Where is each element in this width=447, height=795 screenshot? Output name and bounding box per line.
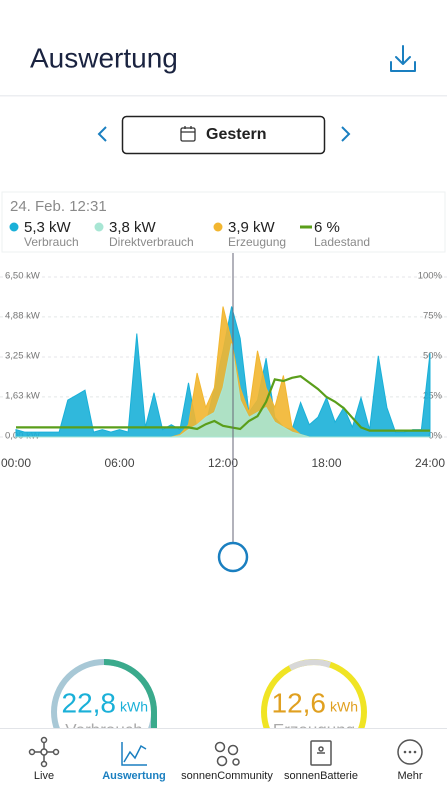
date-box[interactable] xyxy=(121,115,326,155)
tooltip-value: 3,9 kW xyxy=(228,219,276,236)
tooltip-series-name: Direktverbrauch xyxy=(109,235,194,249)
y-tick-label: 3,25 kW xyxy=(5,351,40,362)
icon-live xyxy=(28,736,60,768)
tab-bar-divider xyxy=(0,728,447,729)
summary-unit: kWh xyxy=(330,699,358,715)
prev-day[interactable] xyxy=(97,126,107,142)
icon-community xyxy=(214,741,240,767)
x-tick-label: 06:00 xyxy=(104,456,134,470)
tab-label[interactable]: sonnenBatterie xyxy=(284,770,358,782)
y2-tick-label: 25% xyxy=(423,391,443,402)
legend-swatch xyxy=(300,225,312,229)
header-divider xyxy=(0,95,447,97)
tab-icons xyxy=(28,736,423,768)
page-title: Auswertung xyxy=(30,42,178,73)
legend-dot xyxy=(9,222,19,232)
download-button[interactable] xyxy=(390,45,416,72)
summary-value: 22,8 xyxy=(62,687,117,718)
x-tick-label: 12:00 xyxy=(208,456,238,470)
chart: 0,00 kW1,63 kW3,25 kW4,88 kW6,50 kW0%25%… xyxy=(0,271,447,470)
tooltip-card xyxy=(1,191,446,253)
x-tick-label: 00:00 xyxy=(1,456,31,470)
y-tick-label: 1,63 kW xyxy=(5,390,40,401)
date-label: Gestern xyxy=(206,126,266,143)
tooltip-series-name: Ladestand xyxy=(314,235,370,249)
legend-dot xyxy=(213,222,223,232)
cursor-handle[interactable] xyxy=(217,541,249,573)
soc-line xyxy=(16,375,430,432)
tooltip-series-name: Verbrauch xyxy=(24,235,79,249)
tooltip-time: 24. Feb. 12:31 xyxy=(10,198,107,215)
icon-battery xyxy=(310,740,332,766)
area-series xyxy=(16,343,430,438)
tabs: Live Auswertung sonnenCommunity sonnenBatte… xyxy=(34,770,423,782)
x-tick-label: 18:00 xyxy=(311,456,341,470)
summary-unit: kWh xyxy=(120,699,148,715)
tab-label[interactable]: sonnenCommunity xyxy=(181,770,273,782)
y2-tick-label: 50% xyxy=(423,351,443,362)
x-tick-label: 24:00 xyxy=(415,456,445,470)
icon-more xyxy=(397,739,423,765)
y2-tick-label: 0% xyxy=(428,431,442,442)
icon-analysis xyxy=(121,742,147,766)
tab-label[interactable]: Auswertung xyxy=(102,770,166,782)
calendar-icon xyxy=(180,126,196,142)
next-day[interactable] xyxy=(341,126,351,142)
tooltip-series-name: Erzeugung xyxy=(228,235,286,249)
tooltip-value: 6 % xyxy=(314,219,340,236)
tab-label[interactable]: Mehr xyxy=(397,770,422,782)
y-tick-label: 6,50 kW xyxy=(5,271,40,282)
y2-tick-label: 100% xyxy=(418,271,443,282)
tab-bar xyxy=(0,728,447,795)
y2-tick-label: 75% xyxy=(423,311,443,322)
legend-dot xyxy=(94,222,104,232)
tooltip-value: 5,3 kW xyxy=(24,219,72,236)
y-tick-label: 4,88 kW xyxy=(5,310,40,321)
summary-value: 12,6 xyxy=(272,687,327,718)
tab-label[interactable]: Live xyxy=(34,770,54,782)
date-selector[interactable]: Gestern xyxy=(121,115,326,155)
tooltip-value: 3,8 kW xyxy=(109,219,157,236)
